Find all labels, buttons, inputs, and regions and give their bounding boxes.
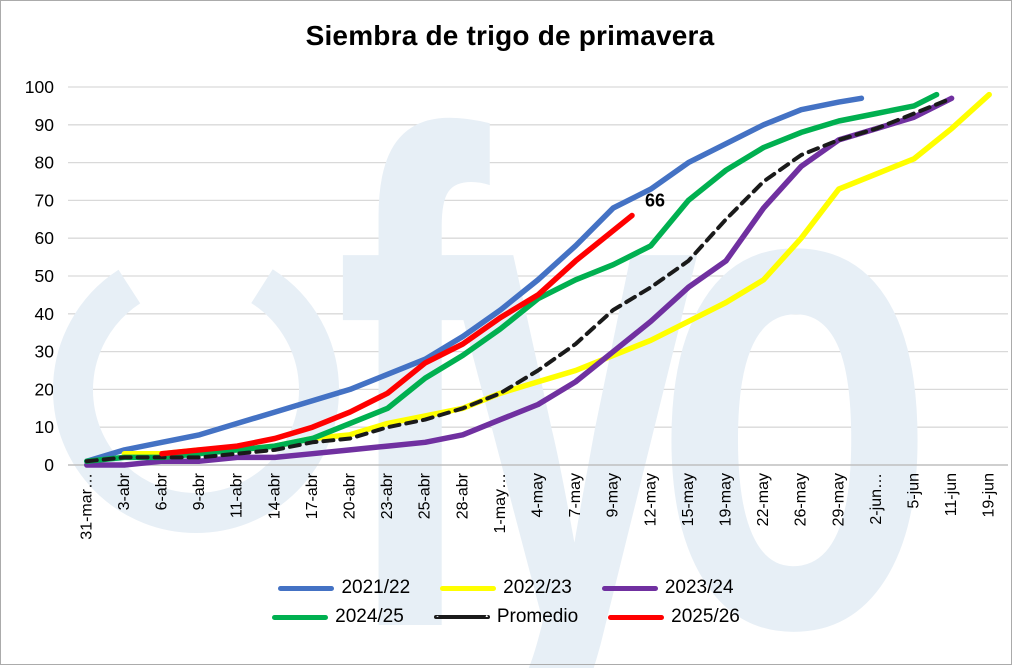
x-tick-label: 29-may <box>830 473 847 526</box>
legend-label: 2021/22 <box>341 577 411 598</box>
legend-label: Promedio <box>496 606 579 627</box>
y-tick-label: 0 <box>44 455 54 475</box>
y-tick-label: 30 <box>35 342 55 362</box>
fyo-ring-watermark <box>53 247 339 533</box>
y-tick-label: 10 <box>35 417 55 437</box>
y-axis-tick-labels: 0 10 20 30 40 50 60 70 80 90 100 <box>25 77 54 475</box>
x-tick-label: 9-abr <box>191 472 208 510</box>
x-tick-label: 26-may <box>793 473 810 526</box>
y-tick-label: 100 <box>25 77 54 97</box>
x-tick-label: 9-may <box>605 473 622 517</box>
fyo-watermark: fyo <box>53 0 967 668</box>
legend-swatch-2025-26 <box>608 614 665 620</box>
x-tick-label: 15-may <box>680 473 697 526</box>
y-tick-label: 50 <box>35 266 55 286</box>
series-line-2023-24 <box>84 95 955 468</box>
x-tick-label: 12-may <box>642 473 659 526</box>
legend-label: 2025/26 <box>671 606 740 627</box>
gridlines <box>68 86 1008 428</box>
x-tick-label: 6-abr <box>154 472 171 510</box>
legend-row: 2024/25 Promedio 2025/26 <box>272 606 740 628</box>
legend-swatch-2023-24 <box>601 585 658 591</box>
series-line-promedio <box>84 96 954 464</box>
y-tick-label: 20 <box>35 379 55 399</box>
legend-row: 2021/22 2022/23 2023/24 <box>278 577 734 599</box>
series-line-2025-26 <box>159 212 635 457</box>
series-lines <box>84 91 992 468</box>
x-tick-label: 11-abr <box>229 472 246 518</box>
legend-label: 2022/23 <box>503 577 572 598</box>
legend-item-2021-22: 2021/22 <box>278 577 410 599</box>
x-tick-label: 22-may <box>755 473 772 526</box>
y-tick-label: 60 <box>35 228 55 248</box>
legend-item-2022-23: 2022/23 <box>440 577 572 599</box>
legend-swatch-promedio <box>433 615 490 619</box>
data-label-66: 66 <box>645 191 665 211</box>
x-tick-label: 2-jun… <box>868 473 885 525</box>
y-tick-label: 70 <box>35 190 55 210</box>
x-tick-label: 4-may <box>530 473 547 517</box>
y-tick-label: 80 <box>35 153 55 173</box>
legend-swatch-2021-22 <box>278 585 335 591</box>
legend-label: 2024/25 <box>335 606 404 627</box>
legend-swatch-2022-23 <box>440 585 497 591</box>
y-tick-label: 90 <box>35 115 55 135</box>
legend-item-2024-25: 2024/25 <box>272 606 404 628</box>
legend-item-2023-24: 2023/24 <box>601 577 734 599</box>
x-tick-label: 3-abr <box>116 472 133 510</box>
x-tick-label: 19-may <box>718 473 735 526</box>
chart-legend: 2021/22 2022/23 2023/24 2024/25 Promedio 2025… <box>0 577 1012 628</box>
fyo-text-watermark: fyo <box>335 0 920 668</box>
x-tick-label: 23-abr <box>379 472 396 519</box>
x-axis-tick-labels: 31-mar… 3-abr 6-abr 9-abr 11-abr 14-abr 17-abr… <box>78 472 997 539</box>
chart-title: Siembra de trigo de primavera <box>305 20 715 51</box>
legend-label: 2023/24 <box>664 577 734 598</box>
x-tick-label: 7-may <box>567 473 584 517</box>
x-tick-label: 28-abr <box>454 472 471 519</box>
x-tick-label: 11-jun <box>943 473 960 516</box>
legend-item-2025-26: 2025/26 <box>608 606 740 628</box>
x-tick-label: 17-abr <box>304 472 321 519</box>
x-tick-label: 19-jun <box>981 473 998 517</box>
series-line-2021-22 <box>84 95 865 464</box>
series-line-2024-25 <box>84 91 940 464</box>
x-tick-label: 1-may… <box>492 473 509 533</box>
x-tick-label: 14-abr <box>266 472 283 519</box>
x-tick-label: 20-abr <box>342 472 359 519</box>
legend-swatch-2024-25 <box>272 614 329 620</box>
x-tick-label: 31-mar… <box>78 473 95 540</box>
x-tick-label: 25-abr <box>417 472 434 519</box>
y-tick-label: 40 <box>35 304 55 324</box>
legend-item-promedio: Promedio <box>433 606 579 628</box>
x-tick-label: 5-jun <box>906 473 923 509</box>
